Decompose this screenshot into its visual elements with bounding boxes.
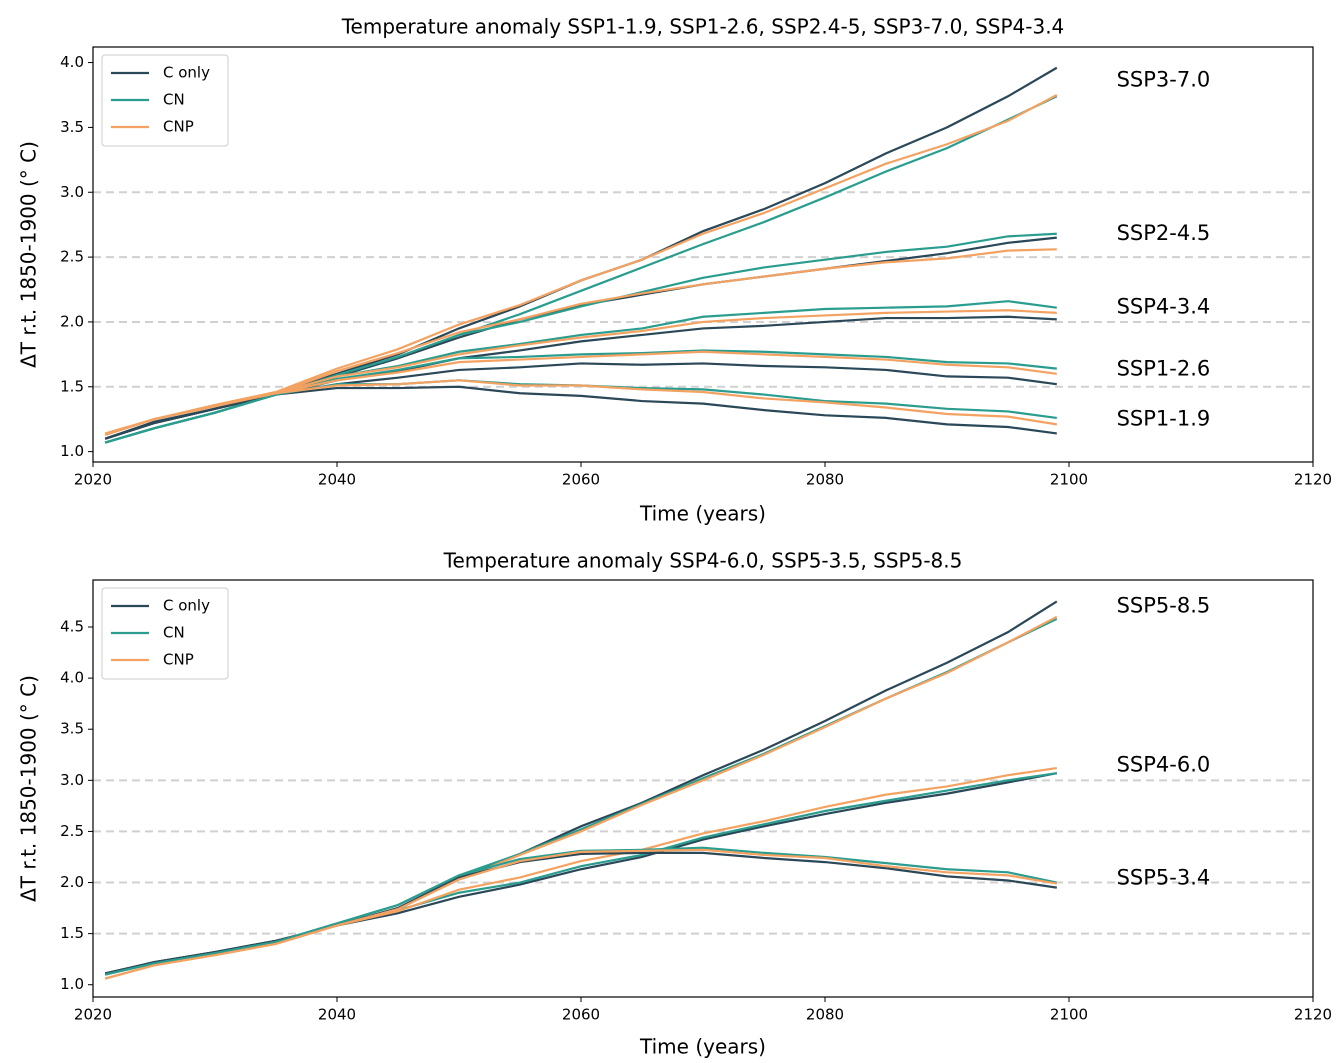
scenario-label: SSP4-3.4: [1117, 294, 1211, 318]
y-tick-label: 1.5: [60, 924, 84, 942]
x-tick-label: 2120: [1294, 471, 1332, 489]
scenario-label: SSP3-7.0: [1117, 67, 1211, 91]
x-tick-label: 2040: [318, 1006, 356, 1024]
axes-frame: [92, 579, 1314, 998]
legend-label: CNP: [163, 651, 194, 669]
legend-label: C only: [163, 597, 210, 615]
x-tick-label: 2100: [1050, 1006, 1088, 1024]
x-tick-label: 2020: [74, 471, 112, 489]
x-axis-label: Time (years): [639, 502, 766, 526]
legend-box: [101, 54, 229, 147]
x-tick-label: 2120: [1294, 1006, 1332, 1024]
x-tick-label: 2020: [74, 1006, 112, 1024]
scenario-label: SSP5-8.5: [1117, 593, 1211, 617]
chart-title: Temperature anomaly SSP1-1.9, SSP1-2.6, …: [341, 15, 1065, 39]
scenario-label: SSP5-3.4: [1117, 866, 1211, 890]
y-tick-label: 1.0: [60, 975, 84, 993]
legend-label: CN: [163, 624, 185, 642]
axes-frame: [92, 46, 1314, 463]
legend-label: C only: [163, 64, 210, 82]
x-tick-label: 2060: [562, 471, 600, 489]
y-tick-label: 3.5: [60, 118, 84, 136]
x-tick-label: 2040: [318, 471, 356, 489]
y-tick-label: 1.0: [60, 442, 84, 460]
scenario-label: SSP1-2.6: [1117, 357, 1211, 381]
y-tick-label: 3.5: [60, 720, 84, 738]
series-line: [104, 851, 1057, 975]
x-axis-label: Time (years): [639, 1035, 766, 1059]
series-line: [104, 772, 1058, 975]
legend-box: [101, 587, 229, 680]
y-tick-label: 2.5: [60, 822, 84, 840]
y-tick-label: 4.5: [60, 618, 84, 636]
series-line: [104, 66, 1058, 440]
scenario-label: SSP1-1.9: [1117, 406, 1211, 430]
y-tick-label: 1.5: [60, 377, 84, 395]
series-line: [104, 848, 1057, 980]
scenario-label: SSP4-6.0: [1117, 752, 1211, 776]
series-line: [104, 600, 1058, 975]
y-axis-label: ΔT r.t. 1850-1900 (° C): [17, 675, 41, 902]
series-line: [104, 379, 1057, 436]
x-tick-label: 2100: [1050, 471, 1088, 489]
plot-area: [104, 600, 1058, 980]
y-tick-label: 3.0: [60, 771, 84, 789]
y-tick-label: 4.0: [60, 53, 84, 71]
chart-title: Temperature anomaly SSP4-6.0, SSP5-3.5, …: [443, 549, 963, 573]
series-line: [104, 385, 1057, 440]
series-line: [104, 772, 1057, 976]
y-tick-label: 3.0: [60, 183, 84, 201]
y-tick-label: 2.0: [60, 312, 84, 330]
x-tick-label: 2060: [562, 1006, 600, 1024]
series-line: [104, 95, 1058, 444]
x-tick-label: 2080: [806, 471, 844, 489]
scenario-label: SSP2-4.5: [1117, 221, 1211, 245]
series-line: [104, 94, 1058, 435]
y-tick-label: 2.0: [60, 873, 84, 891]
y-tick-label: 2.5: [60, 248, 84, 266]
y-tick-label: 4.0: [60, 669, 84, 687]
y-axis-label: ΔT r.t. 1850-1900 (° C): [17, 141, 41, 368]
legend-label: CNP: [163, 118, 194, 136]
legend-label: CN: [163, 91, 185, 109]
x-tick-label: 2080: [806, 1006, 844, 1024]
plot-area: [104, 66, 1058, 444]
